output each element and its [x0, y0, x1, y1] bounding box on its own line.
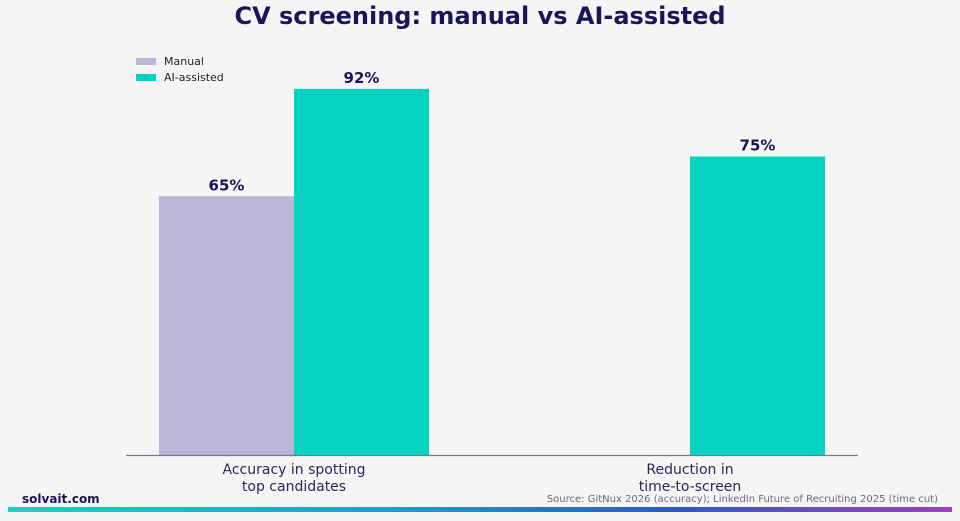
legend-item-ai-assisted: AI-assisted: [136, 69, 224, 85]
value-label: 65%: [209, 176, 245, 194]
chart-title: CV screening: manual vs AI-assisted: [234, 2, 726, 30]
x-tick-label: Reduction in time-to-screen: [639, 462, 742, 495]
legend: Manual AI-assisted: [136, 53, 224, 85]
footer-gradient-bar: [8, 507, 952, 512]
bar-ai-assisted-0: [294, 88, 429, 455]
x-tick-label: Accuracy in spotting top candidates: [223, 462, 366, 495]
source-note: Source: GitNux 2026 (accuracy); LinkedIn…: [546, 494, 938, 505]
value-label: 92%: [344, 69, 380, 87]
value-label: 75%: [740, 137, 776, 155]
bar-ai-assisted-1: [690, 156, 825, 455]
legend-swatch-ai-assisted: [136, 73, 156, 81]
legend-swatch-manual: [136, 57, 156, 65]
legend-label-ai-assisted: AI-assisted: [164, 70, 224, 84]
bar-manual-0: [159, 196, 294, 456]
brand-link[interactable]: solvait.com: [22, 492, 100, 506]
legend-label-manual: Manual: [164, 54, 204, 68]
legend-item-manual: Manual: [136, 53, 224, 69]
